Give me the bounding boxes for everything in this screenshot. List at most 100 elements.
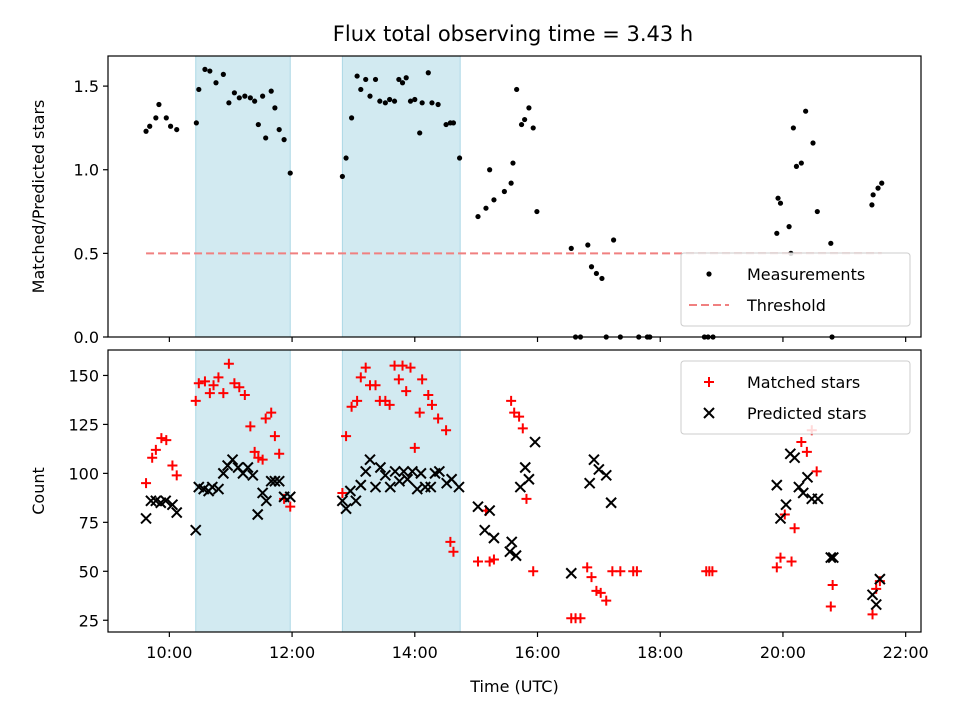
predicted-stars-point: [206, 481, 219, 493]
predicted-stars-point: [384, 481, 396, 493]
measurement-point: [456, 155, 463, 161]
predicted-stars-point: [379, 469, 392, 482]
matched-stars-point: [257, 454, 268, 465]
measurement-point: [276, 126, 282, 133]
predicted-stars-point: [401, 473, 414, 485]
predicted-stars-point: [510, 549, 522, 562]
measurement-point: [272, 105, 278, 111]
predicted-stars-point: [812, 493, 824, 505]
measurement-point: [252, 98, 258, 104]
bottom-shaded-interval-1: [341, 349, 461, 633]
matched-stars-point: [789, 523, 800, 534]
bottom-x-tick-label: 10:00: [146, 643, 192, 662]
matched-stars-point: [786, 556, 797, 567]
matched-stars-point: [506, 395, 517, 406]
measurement-point: [220, 71, 226, 77]
matched-stars-point: [341, 431, 352, 442]
predicted-stars-point: [788, 452, 801, 464]
matched-stars-point: [167, 460, 178, 471]
predicted-stars-point: [774, 512, 787, 525]
measurement-point: [202, 66, 208, 72]
measurement-point: [879, 180, 885, 186]
bottom-x-tick-label: 20:00: [760, 643, 806, 662]
top-y-tick-label: 1.0: [74, 161, 99, 180]
predicted-stars-point: [506, 536, 518, 548]
matched-stars-point: [582, 562, 593, 573]
matched-stars-point: [384, 399, 395, 410]
legend-matched-swatch: [704, 377, 714, 387]
measurement-point: [790, 125, 796, 131]
top-series-measurements: [143, 66, 885, 340]
matched-stars-point: [274, 448, 285, 459]
measurement-point: [407, 98, 414, 104]
predicted-stars-point: [374, 461, 387, 474]
measurement-point: [450, 120, 457, 126]
predicted-stars-point: [433, 465, 446, 478]
top-y-tick-label: 0.5: [74, 244, 99, 263]
measurement-point: [828, 240, 834, 246]
bottom-x-tick-label: 12:00: [269, 643, 315, 662]
measurement-point: [588, 264, 595, 270]
measurement-point: [156, 101, 162, 108]
matched-stars-point: [521, 493, 532, 504]
matched-stars-point: [346, 401, 357, 412]
matched-stars-point: [575, 613, 586, 624]
measurement-point: [483, 205, 489, 211]
matched-stars-point: [355, 372, 366, 383]
bottom-y-tick-label: 100: [68, 464, 99, 483]
predicted-stars-point: [336, 495, 349, 507]
matched-stars-point: [150, 444, 161, 455]
bottom-x-tick-label: 14:00: [392, 643, 438, 662]
matched-stars-point: [631, 566, 642, 577]
predicted-stars-point: [252, 508, 264, 521]
matched-stars-point: [260, 413, 271, 424]
predicted-stars-point: [226, 453, 239, 466]
measurement-point: [870, 192, 876, 198]
predicted-stars-point: [483, 504, 496, 517]
predicted-stars-point: [793, 481, 805, 493]
bottom-legend-label: Matched stars: [747, 373, 860, 392]
measurement-point: [354, 73, 360, 79]
measurement-point: [585, 242, 591, 248]
matched-stars-point: [156, 433, 167, 444]
bottom-series-predicted-stars: [140, 436, 886, 611]
measurement-point: [399, 80, 406, 86]
measurement-point: [501, 188, 507, 195]
measurement-point: [435, 101, 441, 108]
matched-stars-point: [827, 580, 838, 590]
measurement-point: [147, 123, 153, 129]
predicted-stars-point: [479, 524, 491, 536]
measurement-point: [260, 93, 266, 99]
predicted-stars-point: [359, 465, 372, 478]
predicted-stars-point: [364, 453, 376, 466]
predicted-stars-point: [593, 463, 605, 476]
predicted-stars-point: [415, 467, 427, 480]
predicted-stars-point: [523, 473, 535, 485]
measurement-point: [167, 123, 174, 129]
legend-measurements-swatch: [706, 271, 712, 277]
matched-stars-point: [867, 609, 878, 620]
predicted-stars-point: [166, 499, 179, 511]
measurement-point: [226, 100, 232, 106]
top-axes-frame: [107, 55, 922, 338]
matched-stars-point: [775, 552, 786, 563]
measurement-point: [207, 68, 213, 74]
predicted-stars-point: [866, 589, 879, 601]
matched-stars-point: [811, 466, 822, 477]
top-legend: Measurements Threshold: [680, 252, 911, 327]
measurement-point: [875, 185, 881, 191]
top-legend-box: [680, 252, 911, 327]
matched-stars-point: [771, 562, 782, 573]
matched-stars-point: [472, 556, 483, 567]
measurement-point: [514, 86, 520, 93]
measurement-point: [231, 90, 237, 96]
measurement-point: [775, 195, 781, 201]
matched-stars-point: [208, 380, 219, 391]
matched-stars-point: [245, 421, 256, 432]
matched-stars-point: [171, 470, 182, 481]
measurement-point: [174, 126, 180, 133]
measurement-point: [193, 120, 199, 126]
measurement-point: [508, 180, 514, 186]
matched-stars-point: [528, 566, 539, 577]
top-panel: 0.0 0.5 1.0 1.5 Matched/Predicted stars Measu…: [29, 55, 922, 347]
